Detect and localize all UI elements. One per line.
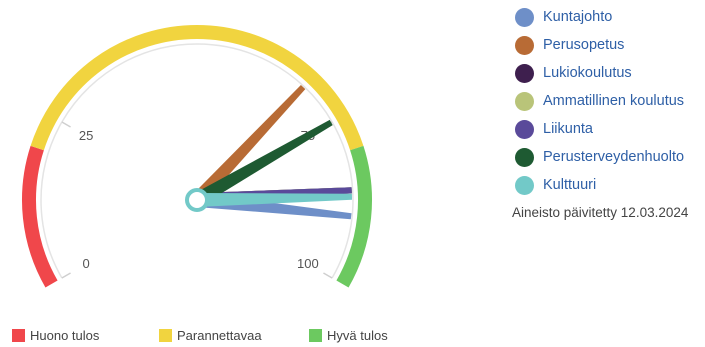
legend-label: Kulttuuri xyxy=(543,177,597,193)
legend-item-3[interactable]: Lukiokoulutus xyxy=(515,59,684,87)
legend-label: Liikunta xyxy=(543,121,593,137)
needle-6[interactable] xyxy=(193,119,333,207)
legend-label: Perusterveydenhuolto xyxy=(543,149,685,165)
pivot-layer xyxy=(185,188,209,212)
scale-arc xyxy=(40,43,354,279)
legend-label: Perusopetus xyxy=(543,37,625,53)
band-swatch xyxy=(309,329,322,342)
band-legend-item-1[interactable]: Huono tulos xyxy=(12,328,159,343)
tick-mark-100 xyxy=(323,272,333,279)
band-label: Hyvä tulos xyxy=(327,328,388,343)
band-layer xyxy=(22,25,372,288)
legend-item-2[interactable]: Perusopetus xyxy=(515,31,684,59)
legend-dot xyxy=(515,63,534,83)
legend-dot xyxy=(515,35,534,55)
tick-label-25: 25 xyxy=(79,128,93,143)
band-legend-item-2[interactable]: Parannettavaa xyxy=(159,328,309,343)
gauge-band-1 xyxy=(22,145,58,288)
gauge-band-3 xyxy=(336,145,372,288)
legend-dot xyxy=(515,119,534,139)
legend-item-7[interactable]: Kulttuuri xyxy=(515,171,684,199)
tick-mark-25 xyxy=(61,121,71,128)
legend-item-1[interactable]: Kuntajohto xyxy=(515,3,684,31)
legend-label: Kuntajohto xyxy=(543,9,613,25)
band-legend-item-3[interactable]: Hyvä tulos xyxy=(309,328,429,343)
tick-label-0: 0 xyxy=(83,256,90,271)
needle-7[interactable] xyxy=(196,193,352,207)
band-swatch xyxy=(12,329,25,342)
band-legend: Huono tulos Parannettavaa Hyvä tulos xyxy=(12,328,429,343)
tick-label-100: 100 xyxy=(297,256,319,271)
legend-item-5[interactable]: Liikunta xyxy=(515,115,684,143)
legend-dot xyxy=(515,91,534,111)
legend-item-6[interactable]: Perusterveydenhuolto xyxy=(515,143,684,171)
updated-date: Aineisto päivitetty 12.03.2024 xyxy=(512,205,689,220)
legend-item-4[interactable]: Ammatillinen koulutus xyxy=(515,87,684,115)
band-label: Parannettavaa xyxy=(177,328,262,343)
band-label: Huono tulos xyxy=(30,328,100,343)
legend-dot xyxy=(515,7,534,27)
legend-dot xyxy=(515,175,534,195)
needle-layer xyxy=(191,85,352,220)
legend-dot xyxy=(515,147,534,167)
legend: Kuntajohto Perusopetus Lukiokoulutus Ammati… xyxy=(515,3,684,199)
needle-2[interactable] xyxy=(191,85,306,205)
legend-label: Lukiokoulutus xyxy=(543,65,632,81)
tick-mark-0 xyxy=(61,272,71,279)
band-swatch xyxy=(159,329,172,342)
gauge-pivot xyxy=(185,188,209,212)
legend-label: Ammatillinen koulutus xyxy=(543,93,685,109)
gauge-band-2 xyxy=(30,25,364,151)
